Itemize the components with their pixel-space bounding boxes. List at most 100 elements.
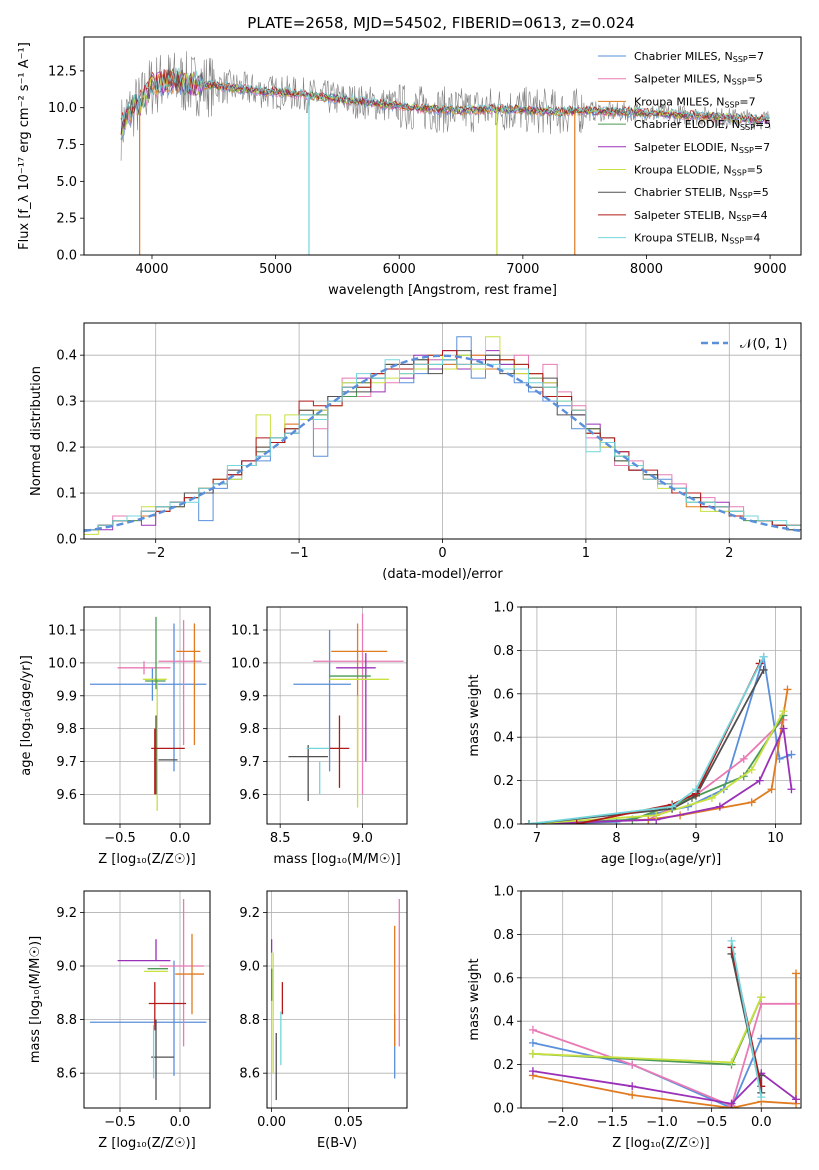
y-tick-label: 1.0 xyxy=(493,601,514,616)
x-tick-label: 6000 xyxy=(383,262,416,277)
y-tick-label: 0.6 xyxy=(493,687,514,702)
y-tick-label: 9.9 xyxy=(239,689,260,704)
axes-frame xyxy=(83,606,211,825)
axes-frame xyxy=(266,606,408,825)
legend-subscript: SSP xyxy=(732,169,747,178)
axes-frame xyxy=(520,890,802,1109)
plot-area xyxy=(528,936,801,1108)
y-tick-label: 9.6 xyxy=(56,788,77,803)
plot-area xyxy=(90,616,207,811)
x-tick-label: 0.05 xyxy=(334,1115,363,1130)
legend-label: Kroupa MILES, NSSP=7 xyxy=(634,95,756,109)
mass-weight-marker xyxy=(747,798,756,807)
y-tick-label: 8.6 xyxy=(239,1067,260,1082)
mass-weight-marker xyxy=(787,750,796,759)
y-tick-label: 9.2 xyxy=(239,906,260,921)
mass-weight-marker xyxy=(747,765,756,774)
mass-weight-marker xyxy=(652,811,661,820)
normal-curve xyxy=(84,354,801,533)
mass-weight-marker xyxy=(759,665,768,674)
plot-area xyxy=(90,899,207,1100)
mass-weight-line-salpeter_stelib xyxy=(576,663,761,824)
mass-weight-line-kroupa_stelib xyxy=(730,940,763,1098)
x-tick-label: 4000 xyxy=(135,262,168,277)
x-tick-label: 0.00 xyxy=(257,1115,286,1130)
legend-value: =5 xyxy=(747,164,763,177)
y-tick-label: 9.0 xyxy=(239,960,260,975)
panel-massweight_vs_age: 7 8 9 10 0.0 0.2 0.4 0.6 0.8 1.0 age [log₁₀(age/yr… xyxy=(467,601,802,867)
panel-age_vs_mass: 8.5 9.0 9.6 9.7 9.8 9.9 10.0 10.1 mass [log₁₀(M/… xyxy=(231,606,408,867)
x-tick-label: 9000 xyxy=(754,262,787,277)
mass-weight-marker xyxy=(528,1067,537,1076)
mass-weight-marker xyxy=(779,724,788,733)
mass-weight-marker xyxy=(779,707,788,716)
y-tick-label: 9.8 xyxy=(239,722,260,737)
legend-label: Chabrier ELODIE, NSSP=5 xyxy=(634,118,771,132)
y-tick-label: 0.0 xyxy=(493,1102,514,1117)
legend-subscript: SSP xyxy=(740,123,755,132)
mass-weight-marker xyxy=(739,754,748,763)
x-axis-label: age [log₁₀(age/yr)] xyxy=(601,852,722,867)
y-tick-label: 8.8 xyxy=(56,1013,77,1028)
y-tick-label: 0.4 xyxy=(493,731,514,746)
panel-spectrum: 4000 5000 6000 7000 8000 9000 0.0 2.5 5.0 7.5 10.0… xyxy=(17,36,802,298)
mass-weight-marker xyxy=(628,1090,637,1099)
y-tick-label: 5.0 xyxy=(56,175,77,190)
panel-massweight_vs_Z: −2.0 −1.5 −1.0 −0.5 0.0 0.0 0.2 0.4 0.6 0.8 1.0 Z [… xyxy=(467,885,802,1151)
plot-area xyxy=(288,613,404,808)
x-tick-label: −2.0 xyxy=(547,1115,579,1130)
y-axis-label: mass weight xyxy=(467,958,482,1040)
y-tick-label: 8.8 xyxy=(239,1013,260,1028)
legend-subscript: SSP xyxy=(729,237,744,246)
x-axis-label: Z [log₁₀(Z/Z☉)] xyxy=(98,1136,195,1151)
x-axis-label: mass [log₁₀(M/M☉)] xyxy=(273,852,400,867)
mass-weight-marker xyxy=(759,652,768,661)
y-tick-label: 0.4 xyxy=(56,349,77,364)
x-tick-label: 8000 xyxy=(630,262,663,277)
legend-value: =5 xyxy=(753,186,769,199)
legend-subscript: SSP xyxy=(736,214,751,223)
y-tick-label: 0.3 xyxy=(56,395,77,410)
x-tick-label: 2 xyxy=(725,546,733,561)
mass-weight-marker xyxy=(792,969,801,978)
mass-weight-line-kroupa_stelib xyxy=(528,656,765,824)
legend-value: =4 xyxy=(751,209,767,222)
legend-subscript: SSP xyxy=(739,146,754,155)
y-tick-label: 9.9 xyxy=(56,689,77,704)
y-axis-label: mass weight xyxy=(467,674,482,756)
y-tick-label: 0.6 xyxy=(493,971,514,986)
mass-weight-marker xyxy=(767,785,776,794)
x-axis-label: (data-model)/error xyxy=(382,567,503,582)
legend-subscript: SSP xyxy=(732,78,747,87)
mass-weight-marker xyxy=(572,820,581,824)
axes-frame xyxy=(83,890,211,1109)
mass-weight-marker xyxy=(707,793,716,802)
mass-weight-marker xyxy=(628,1082,637,1091)
y-tick-label: 0.8 xyxy=(493,644,514,659)
plot-area xyxy=(84,336,801,539)
model-line-kroupa_stelib xyxy=(120,67,770,129)
y-axis-label: age [log₁₀(age/yr)] xyxy=(19,655,34,776)
legend-value: =7 xyxy=(739,95,755,108)
y-tick-label: 0.0 xyxy=(493,818,514,833)
legend-value: =7 xyxy=(754,141,770,154)
mass-weight-line-salpeter_elodie xyxy=(528,725,793,824)
y-tick-label: 2.5 xyxy=(56,212,77,227)
legend-value: =5 xyxy=(755,118,771,131)
mass-weight-marker xyxy=(668,802,677,811)
x-axis-label: wavelength [Angstrom, rest frame] xyxy=(328,283,557,298)
mass-weight-line-kroupa_miles xyxy=(528,689,789,824)
x-tick-label: −1.0 xyxy=(646,1115,678,1130)
y-tick-label: 0.4 xyxy=(493,1015,514,1030)
x-tick-label: 0 xyxy=(438,546,446,561)
y-tick-label: 12.5 xyxy=(48,64,77,79)
mass-weight-marker xyxy=(528,1049,537,1058)
legend-label: Chabrier STELIB, NSSP=5 xyxy=(634,186,769,200)
mass-weight-line-kroupa_elodie xyxy=(532,996,763,1064)
legend-value: =4 xyxy=(744,232,760,245)
mass-weight-marker xyxy=(757,1093,766,1102)
y-tick-label: 0.2 xyxy=(493,774,514,789)
figure-title: PLATE=2658, MJD=54502, FIBERID=0613, z=0… xyxy=(247,14,634,32)
x-tick-label: 0.0 xyxy=(170,831,191,846)
